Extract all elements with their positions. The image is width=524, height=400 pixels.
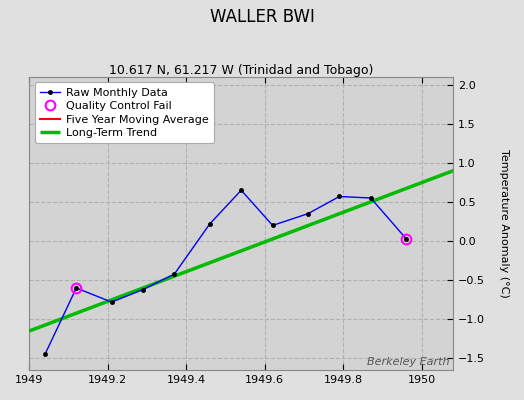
Legend: Raw Monthly Data, Quality Control Fail, Five Year Moving Average, Long-Term Tren: Raw Monthly Data, Quality Control Fail, … [35,82,214,144]
Raw Monthly Data [206,222,213,226]
Raw Monthly Data [368,196,374,200]
Line: Raw Monthly Data: Raw Monthly Data [43,188,408,356]
Text: Berkeley Earth: Berkeley Earth [366,357,449,367]
Y-axis label: Temperature Anomaly (°C): Temperature Anomaly (°C) [499,149,509,298]
Raw Monthly Data [403,236,409,241]
Raw Monthly Data [238,188,244,193]
Raw Monthly Data [305,211,311,216]
Quality Control Fail [73,286,80,290]
Quality Control Fail [403,236,409,241]
Raw Monthly Data [42,352,48,357]
Raw Monthly Data [140,287,146,292]
Text: WALLER BWI: WALLER BWI [210,8,314,26]
Raw Monthly Data [269,223,276,228]
Raw Monthly Data [73,286,80,290]
Title: 10.617 N, 61.217 W (Trinidad and Tobago): 10.617 N, 61.217 W (Trinidad and Tobago) [109,64,374,77]
Line: Quality Control Fail: Quality Control Fail [71,234,411,293]
Raw Monthly Data [336,194,343,199]
Raw Monthly Data [171,272,178,276]
Raw Monthly Data [108,300,115,304]
